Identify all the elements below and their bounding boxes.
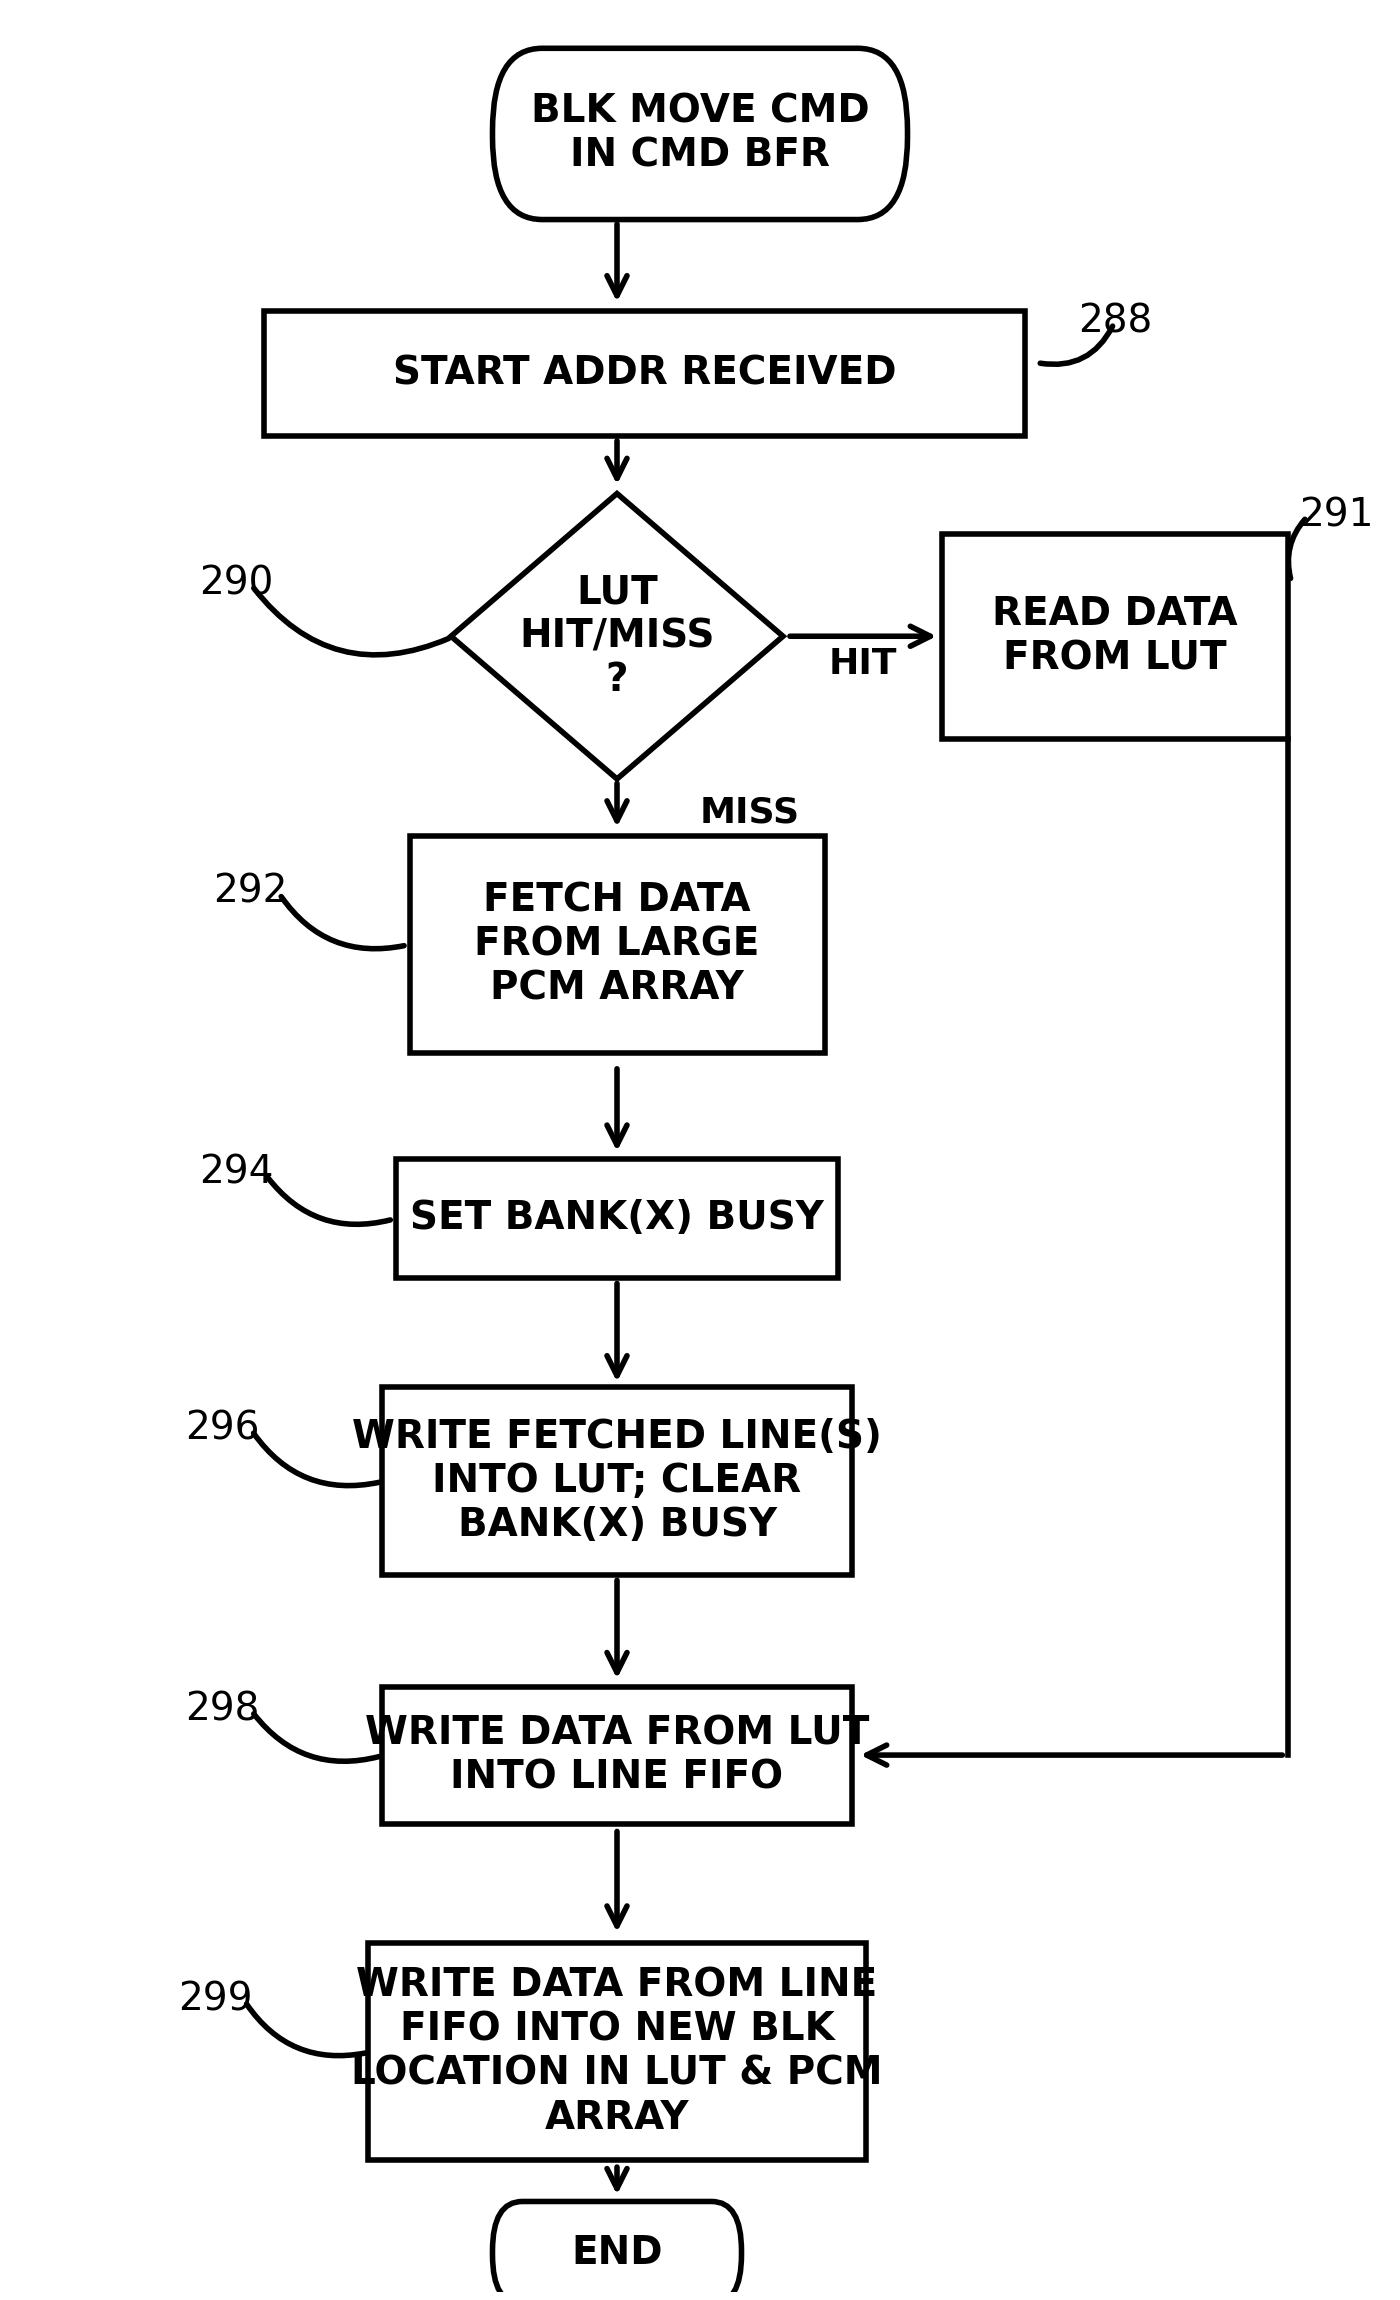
Text: 299: 299 bbox=[179, 1980, 253, 2019]
Text: MISS: MISS bbox=[700, 796, 801, 828]
Text: END: END bbox=[571, 2233, 662, 2272]
Text: SET BANK(X) BUSY: SET BANK(X) BUSY bbox=[410, 1201, 823, 1237]
Text: START ADDR RECEIVED: START ADDR RECEIVED bbox=[393, 354, 896, 393]
Text: 288: 288 bbox=[1078, 301, 1152, 340]
Text: BLK MOVE CMD
IN CMD BFR: BLK MOVE CMD IN CMD BFR bbox=[531, 92, 869, 175]
Bar bbox=[382, 1686, 853, 1824]
Text: LUT
HIT/MISS
?: LUT HIT/MISS ? bbox=[519, 573, 715, 699]
Text: WRITE FETCHED LINE(S)
INTO LUT; CLEAR
BANK(X) BUSY: WRITE FETCHED LINE(S) INTO LUT; CLEAR BA… bbox=[351, 1419, 882, 1543]
Bar bbox=[265, 310, 1025, 437]
Text: HIT: HIT bbox=[829, 646, 897, 681]
Text: 298: 298 bbox=[186, 1690, 260, 1727]
Bar bbox=[396, 1159, 839, 1279]
FancyBboxPatch shape bbox=[493, 2201, 742, 2300]
Text: 290: 290 bbox=[199, 566, 274, 603]
Text: 294: 294 bbox=[199, 1155, 274, 1191]
Text: WRITE DATA FROM LUT
INTO LINE FIFO: WRITE DATA FROM LUT INTO LINE FIFO bbox=[365, 1714, 869, 1796]
Polygon shape bbox=[451, 494, 783, 780]
Bar bbox=[410, 835, 825, 1053]
Bar bbox=[942, 534, 1288, 738]
FancyBboxPatch shape bbox=[493, 48, 907, 218]
Bar bbox=[382, 1387, 853, 1576]
Text: 291: 291 bbox=[1299, 497, 1373, 534]
Text: READ DATA
FROM LUT: READ DATA FROM LUT bbox=[993, 596, 1238, 676]
Text: 296: 296 bbox=[185, 1410, 260, 1447]
Bar bbox=[368, 1944, 867, 2160]
Text: 292: 292 bbox=[213, 874, 287, 911]
Text: WRITE DATA FROM LINE
FIFO INTO NEW BLK
LOCATION IN LUT & PCM
ARRAY: WRITE DATA FROM LINE FIFO INTO NEW BLK L… bbox=[351, 1966, 883, 2137]
Text: FETCH DATA
FROM LARGE
PCM ARRAY: FETCH DATA FROM LARGE PCM ARRAY bbox=[475, 881, 760, 1007]
